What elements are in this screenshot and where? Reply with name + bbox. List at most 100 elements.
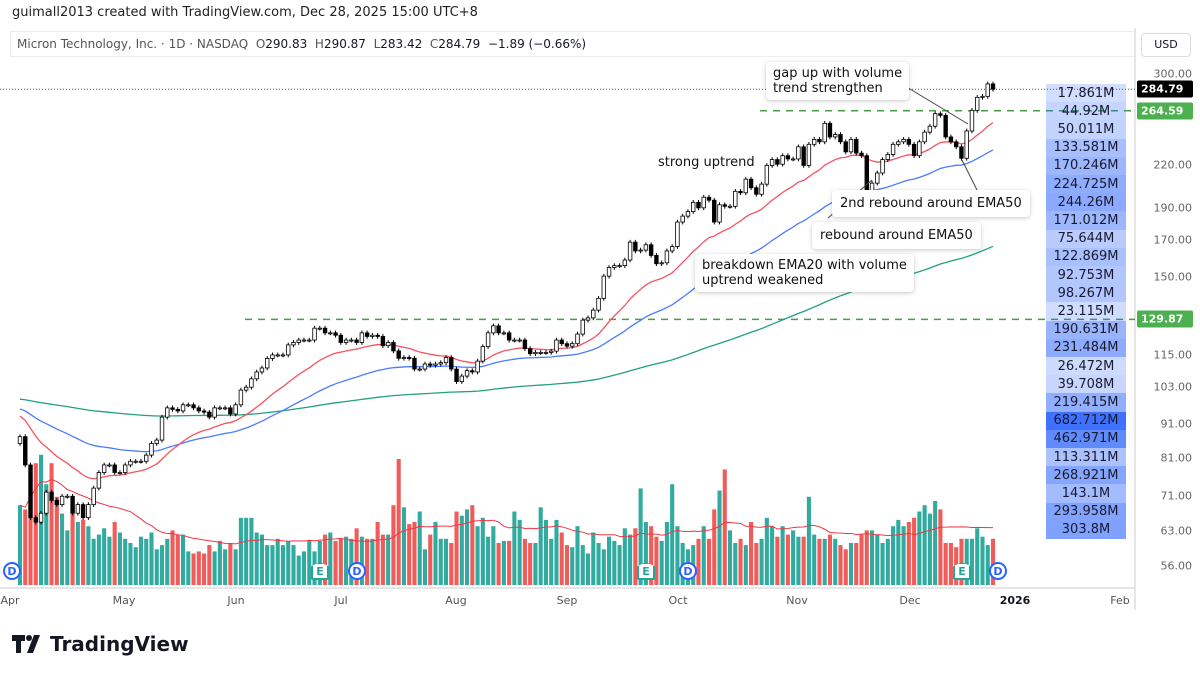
annotation-second-rebound[interactable]: 2nd rebound around EMA50 — [832, 190, 1030, 217]
candle-body — [932, 113, 938, 127]
volume-bar — [948, 543, 953, 585]
candle-body — [696, 201, 701, 209]
candle — [138, 458, 144, 464]
volume-bar — [875, 534, 880, 585]
volume-bar — [270, 545, 275, 585]
volume-bar — [159, 545, 165, 585]
candle-body — [491, 325, 496, 334]
candle-body — [38, 512, 44, 523]
candle — [28, 462, 33, 520]
candle — [880, 157, 885, 176]
volume-bar — [822, 538, 827, 585]
low-label: L — [373, 37, 381, 51]
annotation-strong-uptrend[interactable]: strong uptrend — [658, 155, 755, 170]
candle — [506, 330, 512, 343]
candle — [433, 361, 438, 368]
candle-body — [49, 491, 54, 501]
currency-button[interactable]: USD — [1141, 33, 1191, 57]
candle — [806, 141, 812, 168]
volume-bar — [801, 536, 806, 585]
candle-body — [159, 416, 165, 441]
candle — [459, 373, 464, 384]
candle-body — [617, 265, 622, 268]
candle-body — [449, 357, 454, 370]
volume-bar — [743, 545, 748, 585]
candle-body — [722, 204, 727, 207]
volume-bar — [275, 538, 280, 585]
dividend-marker-icon[interactable]: D — [989, 562, 1007, 580]
candle-body — [533, 352, 538, 355]
candle-body — [417, 368, 422, 371]
candle — [249, 376, 254, 390]
volume-bar — [622, 528, 627, 585]
volume-bar — [859, 534, 864, 585]
volume-bar — [848, 543, 854, 585]
candle — [959, 144, 964, 161]
volume-bar — [612, 540, 617, 585]
tradingview-logo-icon — [12, 635, 40, 653]
candle-body — [517, 339, 522, 342]
candle-body — [827, 122, 833, 138]
candle-body — [312, 327, 317, 341]
candle — [470, 368, 475, 375]
dividend-marker-icon[interactable]: D — [3, 562, 21, 580]
candle-body — [401, 357, 407, 359]
volume-bar — [228, 543, 233, 585]
annotation-gap-up[interactable]: gap up with volume trend strengthen — [766, 62, 910, 100]
candle-body — [685, 211, 691, 217]
annotation-rebound[interactable]: rebound around EMA50 — [812, 222, 981, 249]
candle-body — [464, 370, 470, 377]
candle-body — [969, 109, 975, 132]
price-tick-label: 150.00 — [1153, 270, 1193, 284]
candle-body — [380, 336, 386, 347]
volume-bar — [212, 551, 217, 585]
candle — [270, 352, 275, 361]
candle — [196, 405, 202, 414]
candle — [675, 219, 680, 249]
candle-body — [217, 407, 223, 410]
volume-bar — [664, 522, 669, 585]
candle — [769, 157, 775, 168]
volume-bar — [601, 549, 606, 585]
annotation-text: trend strengthen — [773, 81, 883, 96]
volume-bar — [265, 545, 270, 585]
volume-bar — [990, 538, 996, 585]
volume-bar — [75, 522, 80, 585]
second-rebound-connector — [961, 159, 978, 191]
dividend-marker-icon[interactable]: D — [679, 562, 697, 580]
candle-body — [180, 404, 186, 412]
volume-profile-row: 39.708M — [1046, 375, 1126, 394]
candle-body — [980, 95, 985, 98]
candle — [727, 203, 733, 209]
volume-bar — [712, 509, 717, 585]
candle — [533, 350, 538, 357]
earnings-marker-icon[interactable]: E — [311, 562, 329, 580]
volume-bar — [112, 522, 117, 585]
candle-body — [691, 201, 696, 212]
candle-body — [948, 136, 954, 143]
volume-bar — [491, 526, 496, 585]
tradingview-logo[interactable]: TradingView — [12, 632, 189, 656]
volume-bar — [791, 530, 796, 585]
candle — [454, 366, 459, 384]
annotation-breakdown[interactable]: breakdown EMA20 with volume uptrend weak… — [695, 254, 914, 292]
volume-bar — [175, 534, 180, 585]
volume-bar — [985, 545, 990, 585]
close-value: 284.79 — [438, 37, 481, 51]
earnings-marker-icon[interactable]: E — [637, 562, 655, 580]
candle — [396, 348, 401, 361]
candle-body — [428, 363, 433, 366]
volume-bar — [207, 545, 212, 585]
candle-body — [648, 244, 654, 256]
earnings-marker-icon[interactable]: E — [953, 562, 971, 580]
dividend-marker-icon[interactable]: D — [348, 562, 366, 580]
volume-bar — [564, 545, 570, 585]
volume-bar — [154, 549, 159, 585]
candle — [133, 458, 138, 464]
candle-body — [559, 339, 564, 345]
candle-body — [75, 504, 81, 514]
candle-body — [612, 265, 617, 268]
symbol-name: Micron Technology, Inc. · 1D · NASDAQ — [17, 37, 249, 51]
candle-body — [86, 504, 91, 519]
